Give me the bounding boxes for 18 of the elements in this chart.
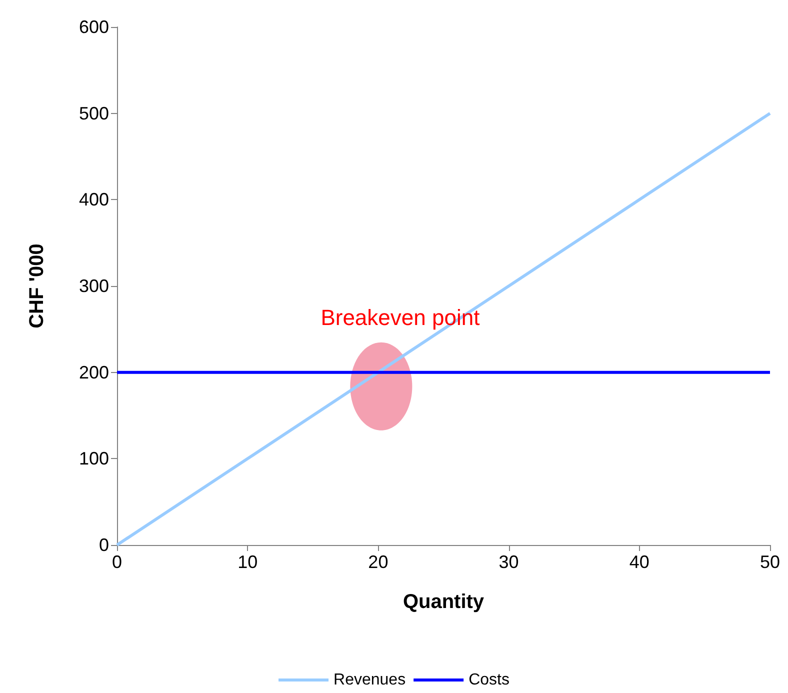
x-tick-label: 20 bbox=[368, 552, 388, 572]
y-axis-title: CHF '000 bbox=[26, 244, 48, 328]
x-tick-label: 10 bbox=[238, 552, 258, 572]
y-tick-label: 0 bbox=[98, 535, 109, 555]
x-tick-label: 50 bbox=[760, 552, 780, 572]
x-axis-title: Quantity bbox=[402, 591, 485, 613]
x-tick-label: 30 bbox=[498, 552, 519, 572]
legend-label: Costs bbox=[468, 672, 510, 688]
y-tick-label: 300 bbox=[78, 276, 109, 296]
x-tick-label: 0 bbox=[112, 552, 122, 572]
y-tick-label: 200 bbox=[78, 362, 109, 382]
y-tick-label: 100 bbox=[78, 448, 109, 469]
annotation: Breakeven point bbox=[320, 305, 480, 332]
y-tick-label: 400 bbox=[78, 190, 109, 210]
y-tick-label: 600 bbox=[78, 17, 109, 37]
y-tick-label: 500 bbox=[78, 103, 109, 124]
legend-label: Revenues bbox=[334, 672, 406, 688]
x-tick-label: 40 bbox=[629, 552, 650, 572]
